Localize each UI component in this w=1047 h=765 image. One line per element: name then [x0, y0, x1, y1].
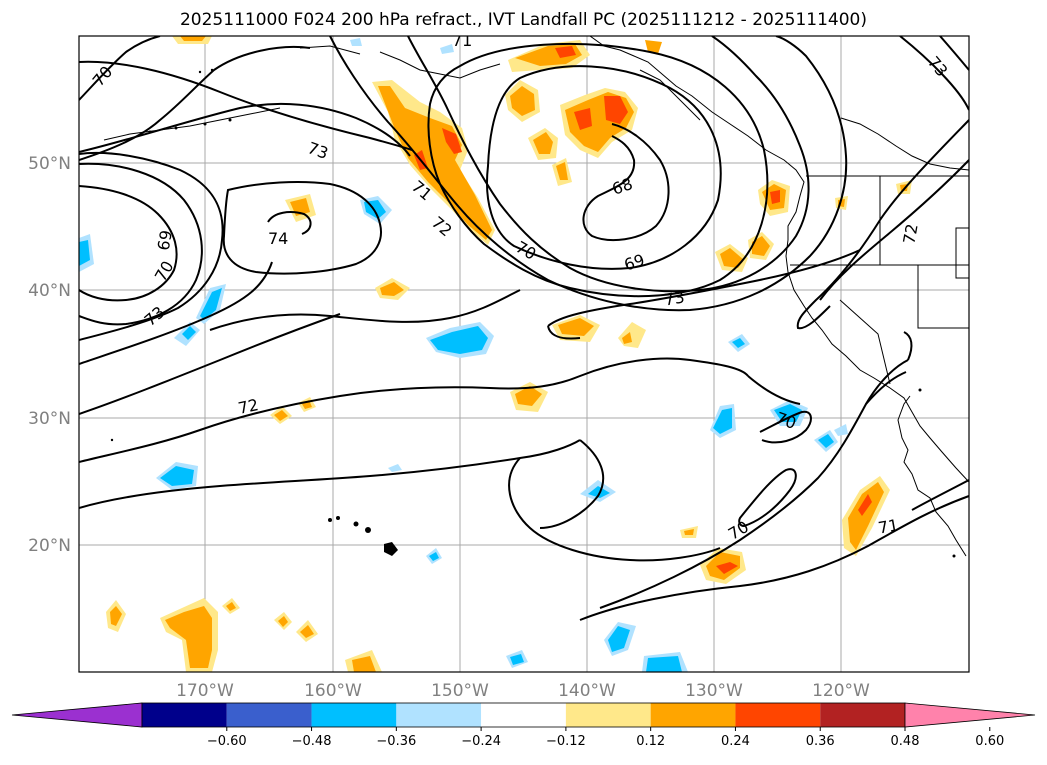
colorbar-segment — [311, 703, 397, 727]
lat-label: 30°N — [28, 409, 71, 429]
colorbar: −0.60 −0.48 −0.36 −0.24 −0.12 0.12 0.24 0.36 0.4… — [11, 702, 1036, 749]
colorbar-segment — [650, 703, 736, 727]
map-title: 2025111000 F024 200 hPa refract., IVT La… — [179, 10, 867, 30]
colorbar-segment — [735, 703, 821, 727]
map-background — [79, 36, 969, 672]
colorbar-segment — [481, 703, 566, 727]
colorbar-tick-label: 0.48 — [891, 734, 920, 749]
colorbar-extend-low — [11, 702, 143, 728]
colorbar-tick-label: −0.60 — [207, 734, 247, 749]
lat-label: 50°N — [28, 154, 71, 174]
colorbar-tick-label: −0.48 — [292, 734, 332, 749]
colorbar-tick-label: −0.36 — [376, 734, 416, 749]
lon-label: 150°W — [431, 681, 489, 701]
colorbar-tick-label: 0.60 — [975, 734, 1004, 749]
latitude-labels: 50°N 40°N 30°N 20°N — [28, 154, 71, 556]
contour-label: 71 — [452, 31, 472, 50]
colorbar-tick-label: 0.12 — [636, 734, 665, 749]
colorbar-tick-label: −0.24 — [461, 734, 501, 749]
contour-label: 72 — [236, 395, 260, 418]
lon-label: 130°W — [685, 681, 743, 701]
map-frame — [78, 35, 970, 673]
lon-label: 170°W — [176, 681, 234, 701]
colorbar-extend-high — [904, 702, 1036, 728]
lon-label: 120°W — [812, 681, 870, 701]
lon-label: 140°W — [558, 681, 616, 701]
lat-label: 20°N — [28, 536, 71, 556]
contour-label: 71 — [877, 515, 900, 537]
longitude-labels: 170°W 160°W 150°W 140°W 130°W 120°W — [176, 681, 870, 701]
colorbar-tick-label: 0.24 — [721, 734, 750, 749]
contour-label: 73 — [663, 287, 686, 309]
colorbar-tick-label: −0.12 — [546, 734, 586, 749]
colorbar-segment — [142, 703, 227, 727]
graticule — [79, 36, 969, 672]
contour-label: 69 — [154, 229, 176, 252]
colorbar-segment — [565, 703, 651, 727]
colorbar-segment — [226, 703, 312, 727]
islands — [110, 68, 956, 558]
colorbar-segment — [396, 703, 482, 727]
contour-label: 74 — [268, 229, 288, 248]
coastlines — [103, 36, 969, 557]
contour-label: 72 — [899, 222, 921, 245]
lon-label: 160°W — [304, 681, 362, 701]
lat-label: 40°N — [28, 281, 71, 301]
colorbar-tick-label: 0.36 — [806, 734, 835, 749]
contours — [79, 36, 969, 621]
colorbar-segment — [820, 703, 905, 727]
